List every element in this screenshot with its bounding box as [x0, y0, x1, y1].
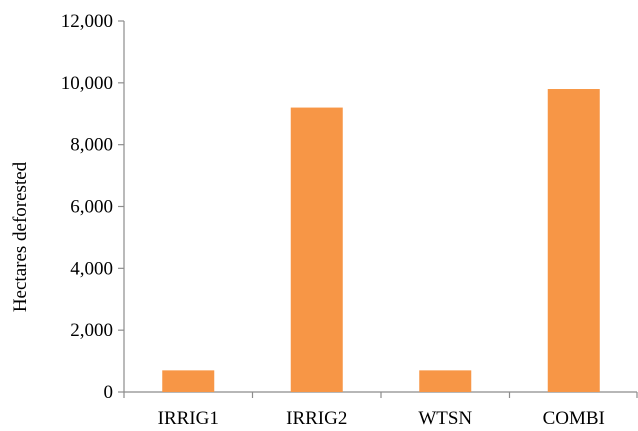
bar-combi — [547, 89, 600, 393]
y-tick-label: 10,000 — [61, 73, 113, 94]
bar-series — [162, 89, 600, 393]
y-tick-label: 8,000 — [70, 135, 113, 156]
x-axis: IRRIG1 IRRIG2 WTSN COMBI — [123, 391, 638, 429]
y-axis-title: Hectares deforested — [10, 161, 31, 312]
y-tick-label: 4,000 — [70, 258, 113, 279]
y-tick-label: 6,000 — [70, 197, 113, 218]
x-tick-label: WTSN — [418, 408, 472, 429]
y-axis: 0 2,000 4,000 6,000 8,000 10,000 12,000 — [61, 11, 125, 403]
y-tick-label: 2,000 — [70, 320, 113, 341]
bar-irrig2 — [290, 107, 343, 393]
bar-wtsn — [419, 370, 472, 392]
x-tick-label: IRRIG1 — [158, 408, 219, 429]
bar-irrig1 — [162, 370, 215, 392]
x-tick-label: COMBI — [543, 408, 605, 429]
y-tick-label: 12,000 — [61, 11, 113, 32]
y-tick-label: 0 — [104, 382, 114, 403]
x-tick-label: IRRIG2 — [286, 408, 347, 429]
